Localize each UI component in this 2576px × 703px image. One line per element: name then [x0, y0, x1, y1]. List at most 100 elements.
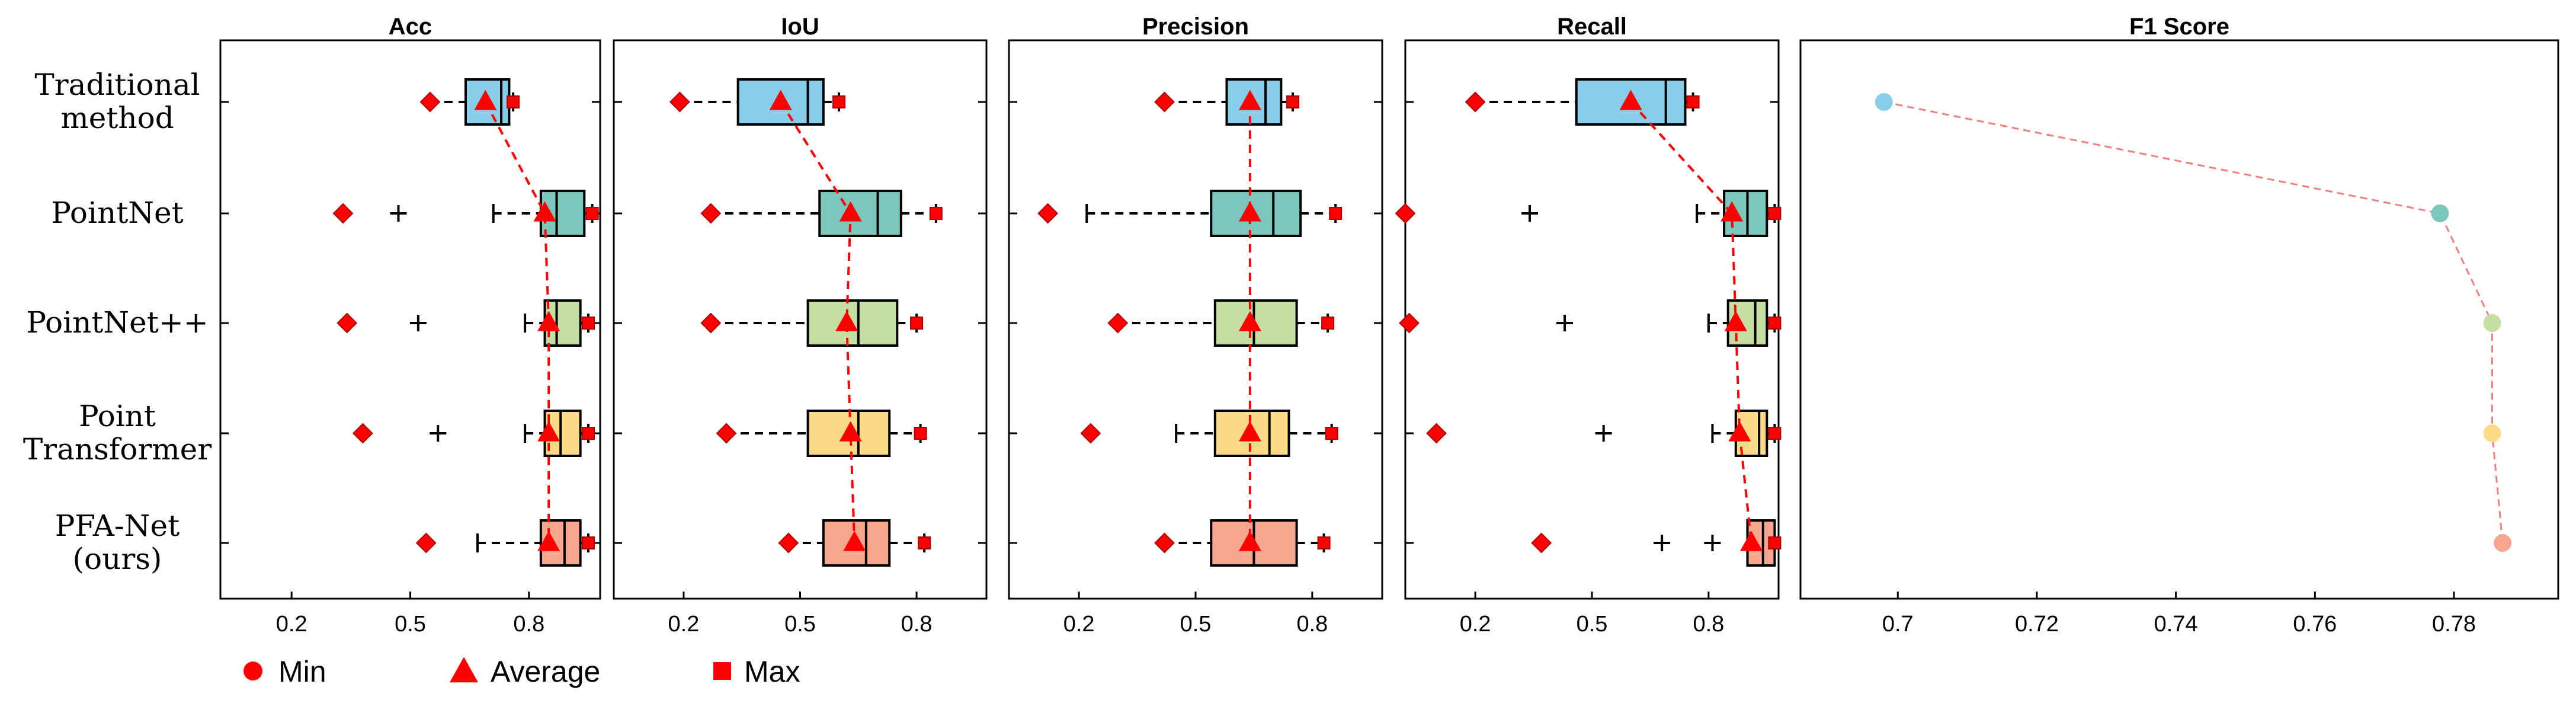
mean-marker	[843, 531, 866, 551]
x-tick-label: 0.7	[1882, 612, 1914, 637]
min-marker	[700, 203, 722, 224]
x-tick-label: 0.2	[1460, 612, 1491, 637]
row-label: method	[60, 101, 174, 135]
outlier-marker	[409, 315, 427, 331]
mean-marker	[1619, 90, 1642, 110]
x-tick-label: 0.72	[2015, 612, 2059, 637]
mean-marker	[1724, 311, 1747, 331]
min-marker	[1154, 91, 1175, 113]
max-marker	[1768, 427, 1782, 440]
mean-marker	[1728, 421, 1751, 442]
max-marker	[1321, 317, 1335, 330]
outlier-marker	[1654, 535, 1671, 551]
x-tick-label: 0.8	[901, 612, 933, 637]
mean-marker	[839, 201, 862, 222]
legend-min-marker	[243, 662, 262, 680]
max-marker	[1768, 317, 1782, 330]
x-tick-label: 0.2	[668, 612, 700, 637]
max-marker	[581, 427, 595, 440]
max-marker	[918, 536, 931, 549]
min-marker	[1107, 312, 1129, 334]
mean-marker	[537, 531, 560, 551]
f1-point	[2483, 424, 2501, 442]
outlier-marker	[430, 425, 447, 442]
min-marker	[1465, 91, 1486, 113]
min-marker	[415, 532, 437, 554]
f1-point	[2431, 204, 2449, 222]
min-marker	[1080, 423, 1101, 444]
min-marker	[716, 423, 737, 444]
mean-marker	[1720, 201, 1744, 222]
row-label: PFA-Net	[55, 509, 180, 543]
box	[818, 190, 902, 237]
legend-label: Max	[744, 655, 800, 688]
panel-frame	[1799, 39, 2559, 600]
min-marker	[332, 203, 354, 224]
mean-marker	[474, 90, 497, 110]
max-marker	[914, 427, 927, 440]
outlier-marker	[1595, 425, 1612, 442]
mean-marker	[835, 311, 858, 331]
x-tick-label: 0.76	[2293, 612, 2337, 637]
min-marker	[1531, 532, 1552, 554]
mean-marker	[769, 90, 792, 110]
min-marker	[669, 91, 690, 113]
max-marker	[832, 95, 846, 108]
max-marker	[581, 536, 595, 549]
row-label: Point	[79, 399, 156, 433]
max-marker	[1768, 536, 1782, 549]
mean-marker	[1238, 421, 1261, 442]
mean-marker	[537, 421, 560, 442]
legend-label: Min	[278, 655, 326, 688]
row-label: Transformer	[23, 432, 212, 466]
min-marker	[1154, 532, 1175, 554]
x-tick-label: 0.8	[1296, 612, 1328, 637]
min-marker	[1395, 203, 1416, 224]
max-marker	[1286, 95, 1300, 108]
max-marker	[929, 207, 943, 220]
x-tick-label: 0.2	[1063, 612, 1095, 637]
min-marker	[778, 532, 799, 554]
min-marker	[352, 423, 373, 444]
mean-marker	[537, 311, 560, 331]
x-tick-label: 0.2	[276, 612, 307, 637]
row-label: Traditional	[34, 68, 200, 102]
panel-iou: IoU 0.2 0.5 0.8	[613, 14, 988, 637]
panel-title: Acc	[389, 14, 432, 40]
panel-title: F1 Score	[2129, 14, 2229, 40]
panel-recall: Recall 0.2 0.5 0.8	[1395, 14, 1782, 637]
legend-max-marker	[713, 662, 731, 680]
min-marker	[1426, 423, 1447, 444]
min-marker	[1399, 312, 1420, 334]
max-marker	[507, 95, 520, 108]
max-marker	[1325, 427, 1338, 440]
outlier-marker	[390, 205, 407, 222]
f1-line	[1883, 101, 2504, 544]
panel-title: Precision	[1142, 14, 1249, 40]
panel-frame	[219, 39, 601, 600]
min-marker	[337, 312, 358, 334]
legend-average-marker	[450, 657, 478, 683]
min-marker	[700, 312, 722, 334]
outlier-marker	[1521, 205, 1538, 222]
panel-f1-score: F1 Score 0.7 0.72 0.74 0.76 0.78	[1799, 14, 2559, 637]
x-tick-label: 0.5	[395, 612, 426, 637]
min-marker	[1037, 203, 1059, 224]
x-tick-label: 0.5	[1577, 612, 1608, 637]
max-marker	[1686, 95, 1700, 108]
max-marker	[910, 317, 924, 330]
row-label: (ours)	[73, 542, 162, 576]
mean-marker	[1238, 311, 1261, 331]
x-tick-label: 0.74	[2154, 612, 2198, 637]
x-tick-label: 0.8	[1693, 612, 1724, 637]
panel-precision: Precision 0.2 0.5 0.8	[1008, 14, 1383, 637]
x-tick-label: 0.5	[784, 612, 816, 637]
f1-point	[2494, 534, 2512, 552]
mean-marker	[1238, 201, 1261, 222]
mean-marker	[1740, 531, 1763, 551]
legend: Min Average Max	[243, 655, 800, 688]
x-tick-label: 0.78	[2432, 612, 2476, 637]
f1-point	[1875, 93, 1893, 111]
mean-marker	[533, 201, 556, 222]
